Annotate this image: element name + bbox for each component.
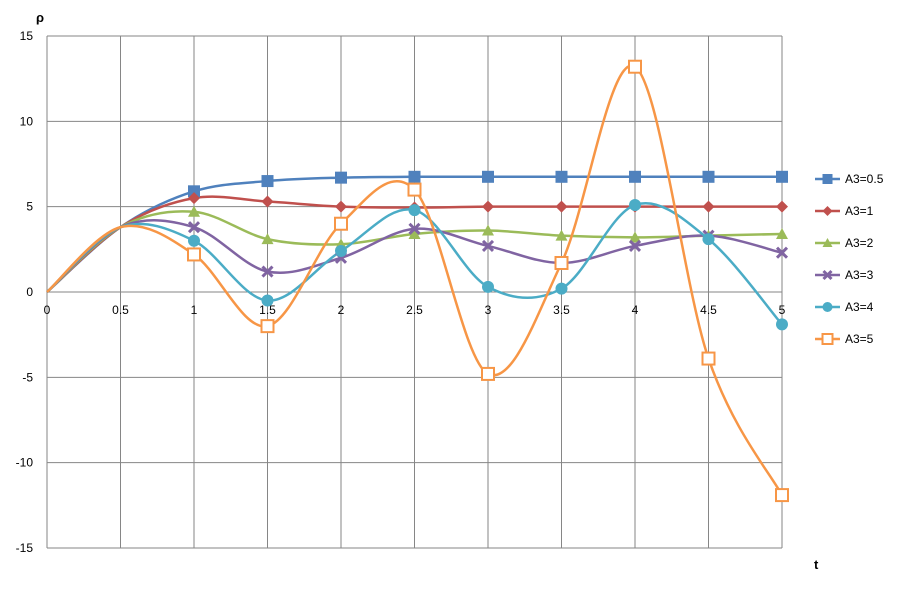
data-point bbox=[629, 170, 641, 183]
data-point bbox=[629, 198, 641, 211]
data-point bbox=[629, 231, 641, 243]
data-point bbox=[702, 170, 715, 183]
data-point bbox=[776, 227, 788, 239]
data-point bbox=[481, 366, 495, 381]
data-point bbox=[775, 488, 789, 503]
data-point bbox=[555, 229, 568, 241]
legend-marker bbox=[822, 174, 833, 184]
data-point bbox=[334, 216, 348, 231]
legend-marker bbox=[822, 238, 833, 247]
data-point bbox=[408, 222, 421, 235]
data-point bbox=[482, 224, 494, 236]
legend-label: A3=3 bbox=[845, 268, 874, 282]
x-tick-label: 0 bbox=[44, 303, 51, 317]
legend: A3=0.5 A3=1 A3=2 A3=3 A3=4 A3=5 bbox=[815, 172, 884, 346]
y-tick-label: -15 bbox=[16, 541, 34, 555]
x-tick-labels: 0 0.5 1 1.5 2 2.5 3 3.5 4 4.5 5 bbox=[44, 303, 786, 317]
data-point bbox=[408, 204, 421, 217]
x-tick-label: 5 bbox=[779, 303, 786, 317]
legend-label: A3=4 bbox=[845, 300, 874, 314]
legend-marker bbox=[821, 333, 834, 345]
data-point bbox=[776, 170, 788, 183]
data-point bbox=[261, 294, 274, 307]
data-point bbox=[187, 221, 201, 234]
data-point bbox=[187, 247, 201, 262]
data-point bbox=[555, 282, 568, 295]
data-point bbox=[776, 318, 788, 331]
legend-label: A3=0.5 bbox=[845, 172, 884, 186]
data-point bbox=[261, 233, 274, 245]
data-point bbox=[702, 200, 715, 213]
data-point bbox=[335, 245, 347, 258]
data-point bbox=[188, 234, 200, 247]
data-point bbox=[628, 59, 642, 74]
data-point bbox=[408, 227, 421, 239]
y-tick-label: 5 bbox=[26, 200, 33, 214]
y-tick-label: 15 bbox=[20, 29, 34, 43]
legend-label: A3=2 bbox=[845, 236, 874, 250]
x-axis-label: t bbox=[814, 557, 819, 572]
series-markers bbox=[187, 59, 789, 503]
y-tick-label: -5 bbox=[22, 370, 33, 384]
data-point bbox=[188, 185, 200, 198]
data-point bbox=[702, 233, 715, 246]
data-point bbox=[188, 205, 200, 217]
data-point bbox=[260, 319, 275, 334]
x-tick-label: 3 bbox=[485, 303, 492, 317]
y-axis-label: ρ bbox=[36, 10, 44, 25]
data-point bbox=[261, 175, 274, 188]
x-tick-label: 2.5 bbox=[406, 303, 423, 317]
data-point bbox=[335, 171, 347, 184]
data-point bbox=[555, 170, 568, 183]
legend-marker bbox=[822, 206, 833, 216]
x-tick-label: 0.5 bbox=[112, 303, 129, 317]
legend-marker bbox=[822, 269, 833, 281]
data-point bbox=[776, 200, 788, 213]
x-tick-label: 1.5 bbox=[259, 303, 276, 317]
y-tick-label: 0 bbox=[26, 285, 33, 299]
x-tick-label: 4 bbox=[632, 303, 639, 317]
data-point bbox=[261, 265, 274, 278]
x-tick-label: 4.5 bbox=[700, 303, 717, 317]
y-tick-label: -10 bbox=[16, 456, 34, 470]
grid bbox=[46, 35, 783, 549]
data-point bbox=[775, 246, 789, 259]
x-tick-label: 3.5 bbox=[553, 303, 570, 317]
data-point bbox=[482, 200, 494, 213]
data-point bbox=[554, 255, 569, 270]
data-point bbox=[628, 239, 642, 252]
data-point bbox=[482, 280, 494, 293]
legend-label: A3=1 bbox=[845, 204, 874, 218]
data-point bbox=[335, 200, 347, 213]
data-point bbox=[482, 170, 494, 183]
x-tick-label: 2 bbox=[338, 303, 345, 317]
legend-label: A3=5 bbox=[845, 332, 874, 346]
x-tick-label: 1 bbox=[191, 303, 198, 317]
data-point bbox=[701, 351, 716, 366]
data-point bbox=[481, 239, 495, 252]
data-point bbox=[261, 195, 274, 208]
data-point bbox=[408, 170, 421, 183]
y-tick-labels: 15 10 5 0 -5 -10 -15 bbox=[16, 29, 34, 555]
series-line bbox=[46, 219, 783, 293]
data-point bbox=[407, 182, 422, 197]
legend-marker bbox=[822, 302, 833, 312]
data-point bbox=[555, 200, 568, 213]
y-tick-label: 10 bbox=[20, 114, 34, 128]
data-point bbox=[188, 192, 200, 205]
